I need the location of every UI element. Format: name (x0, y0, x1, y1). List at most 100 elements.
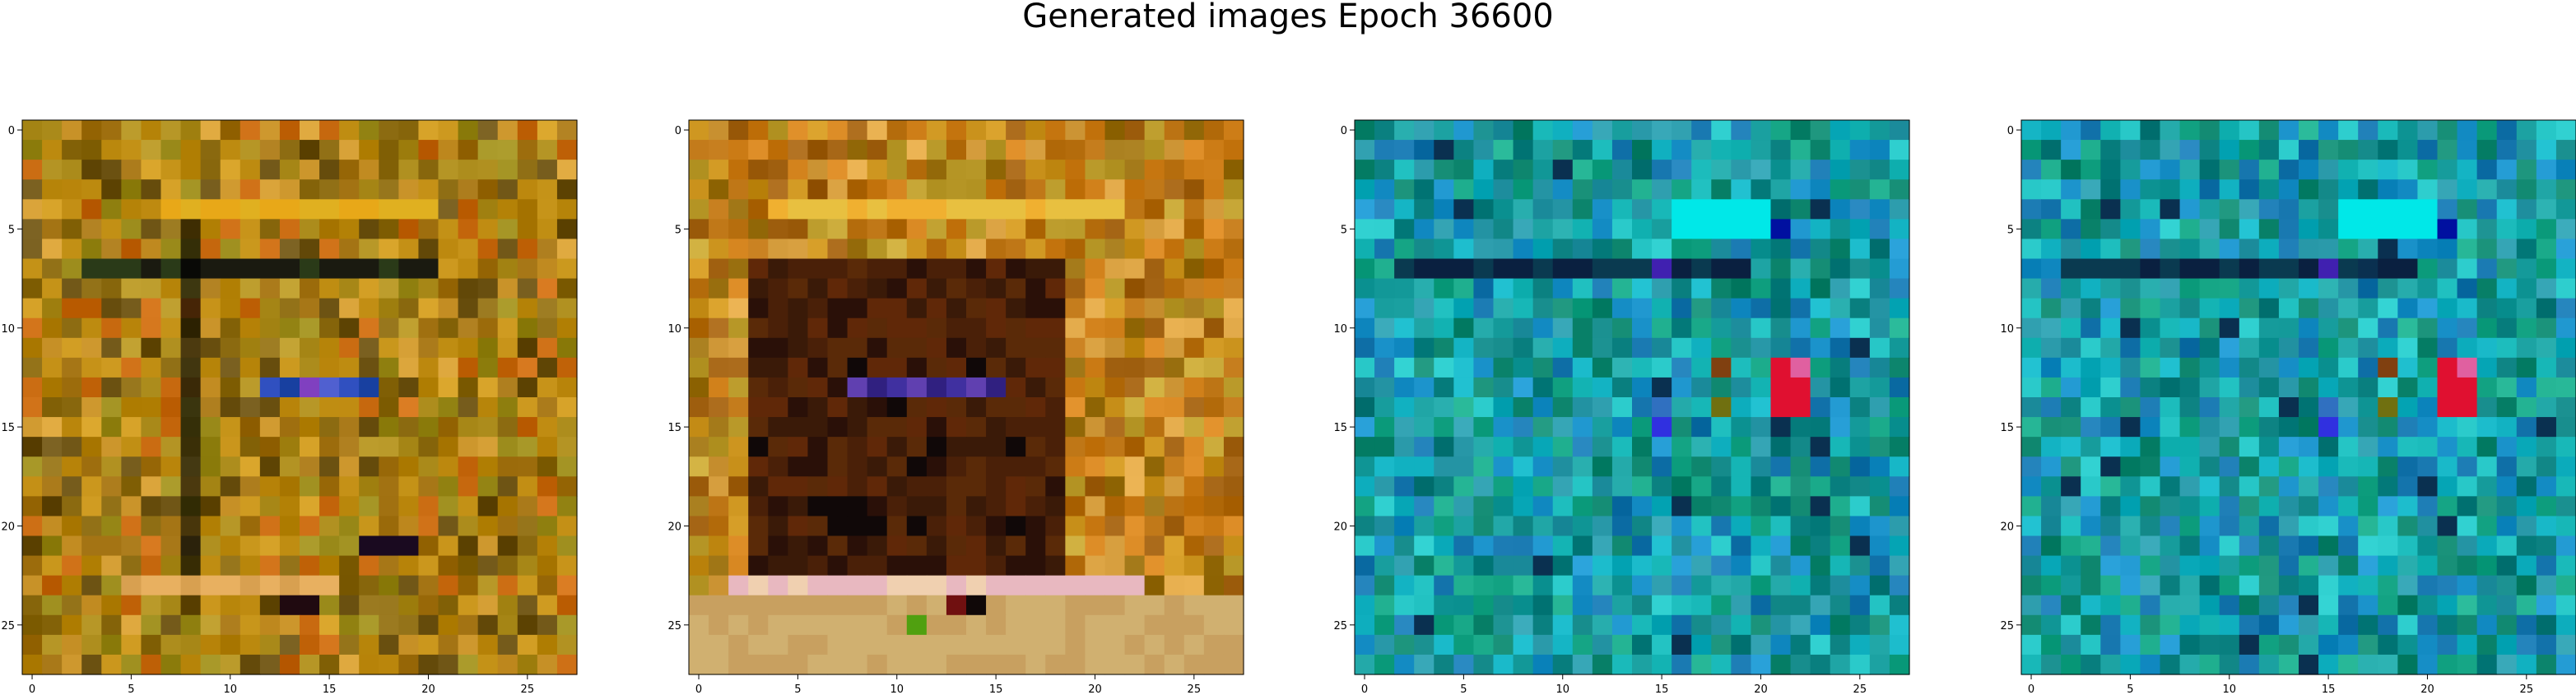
image-pixel (1473, 317, 1495, 339)
image-pixel (2021, 140, 2042, 160)
image-pixel (768, 219, 788, 240)
image-pixel (827, 337, 849, 359)
image-pixel (239, 654, 261, 675)
image-pixel (1493, 337, 1514, 359)
image-pixel (239, 595, 261, 616)
image-pixel (2299, 219, 2319, 240)
image-pixel (300, 357, 320, 378)
image-pixel (42, 160, 63, 180)
image-pixel (239, 555, 261, 577)
image-pixel (279, 278, 300, 299)
image-pixel (1434, 120, 1454, 141)
image-pixel (1731, 357, 1752, 378)
image-pixel (1869, 298, 1890, 319)
image-pixel (200, 634, 221, 656)
image-pixel (1770, 516, 1792, 537)
image-pixel (886, 179, 908, 200)
image-pixel (1711, 476, 1732, 497)
image-pixel (2140, 179, 2161, 200)
image-pixel (398, 219, 420, 240)
image-pixel (220, 535, 241, 557)
image-pixel (1223, 179, 1244, 200)
image-pixel (2219, 417, 2240, 438)
image-pixel (101, 476, 122, 497)
image-pixel (2041, 278, 2062, 299)
y-tick-label: 0 (8, 125, 15, 137)
image-pixel (2140, 476, 2161, 497)
image-pixel (2378, 120, 2398, 141)
image-pixel (986, 219, 1007, 240)
image-pixel (2041, 397, 2062, 418)
image-pixel (556, 437, 578, 457)
image-pixel (279, 239, 300, 260)
image-pixel (1085, 239, 1106, 260)
image-pixel (339, 199, 360, 220)
image-pixel (1493, 595, 1514, 616)
image-pixel (2100, 219, 2121, 240)
image-pixel (220, 337, 241, 359)
image-pixel (2318, 437, 2339, 457)
image-pixel (1104, 654, 1126, 675)
image-pixel (1203, 219, 1225, 240)
image-pixel (42, 179, 63, 200)
image-pixel (1790, 417, 1811, 438)
image-pixel (768, 634, 788, 656)
image-pixel (1493, 160, 1514, 180)
axes-frame (2020, 119, 2576, 675)
image-pixel (2437, 317, 2458, 339)
image-pixel (556, 160, 578, 180)
image-pixel (1632, 298, 1653, 319)
image-pixel (1611, 337, 1633, 359)
image-pixel (239, 140, 261, 160)
image-pixel (1652, 476, 1672, 497)
image-pixel (906, 140, 928, 160)
image-pixel (1770, 437, 1792, 457)
image-pixel (359, 575, 379, 596)
image-pixel (418, 298, 439, 319)
image-pixel (1810, 140, 1831, 160)
image-pixel (1849, 456, 1871, 477)
image-pixel (2358, 476, 2378, 497)
image-pixel (2160, 357, 2181, 378)
image-pixel (1085, 120, 1106, 141)
image-pixel (319, 199, 340, 220)
image-pixel (827, 437, 849, 457)
image-pixel (2100, 535, 2121, 557)
image-pixel (1632, 535, 1653, 557)
image-pixel (966, 199, 987, 220)
image-pixel (1124, 634, 1146, 656)
image-pixel (2160, 614, 2181, 636)
image-pixel (1183, 357, 1205, 378)
image-pixel (160, 654, 182, 675)
image-pixel (1849, 614, 1871, 636)
image-pixel (847, 337, 868, 359)
image-pixel (1374, 595, 1395, 616)
image-pixel (1006, 337, 1026, 359)
image-pixel (1790, 219, 1811, 240)
image-pixel (180, 239, 202, 260)
image-pixel (141, 160, 162, 180)
image-pixel (556, 337, 578, 359)
image-pixel (2496, 654, 2518, 675)
image-pixel (239, 199, 261, 220)
y-tick-label: 10 (667, 323, 681, 336)
image-pixel (2061, 377, 2081, 398)
image-pixel (1006, 535, 1026, 557)
image-pixel (689, 317, 709, 339)
image-pixel (1124, 614, 1146, 636)
image-pixel (2021, 437, 2042, 457)
image-pixel (2160, 179, 2181, 200)
image-pixel (1751, 397, 1772, 418)
image-pixel (1632, 120, 1653, 141)
image-pixel (2021, 516, 2042, 537)
image-pixel (1532, 219, 1554, 240)
image-pixel (2358, 239, 2378, 260)
image-pixel (1183, 219, 1205, 240)
image-pixel (359, 377, 379, 398)
image-pixel (239, 337, 261, 359)
image-pixel (847, 417, 868, 438)
image-pixel (2417, 456, 2439, 477)
image-pixel (1889, 575, 1910, 596)
image-pixel (926, 456, 947, 477)
image-pixel (1473, 634, 1495, 656)
